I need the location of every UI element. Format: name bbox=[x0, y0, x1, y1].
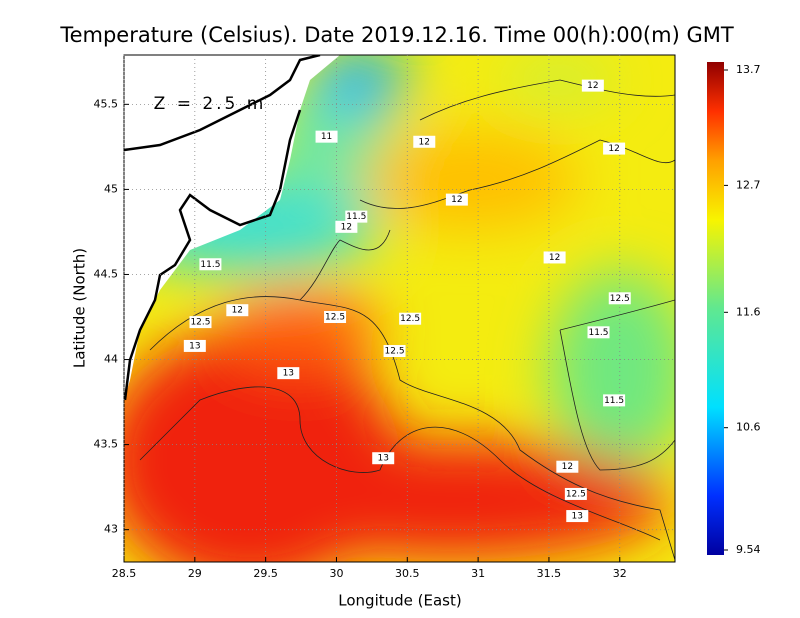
contour-label: 12.5 bbox=[190, 318, 210, 328]
contour-label: 13 bbox=[377, 454, 388, 464]
chart-title: Temperature (Celsius). Date 2019.12.16. … bbox=[59, 23, 734, 47]
y-tick-label: 45 bbox=[104, 182, 118, 195]
y-axis-label: Latitude (North) bbox=[71, 248, 89, 368]
x-tick-label: 30.5 bbox=[395, 567, 420, 580]
contour-label-box bbox=[564, 487, 587, 500]
contour-label: 12 bbox=[587, 81, 598, 91]
contour-label-box bbox=[587, 326, 610, 339]
x-tick-label: 28.5 bbox=[112, 567, 137, 580]
y-tick-label: 43 bbox=[104, 523, 118, 536]
x-tick-label: 31.5 bbox=[537, 567, 562, 580]
contour-label: 12 bbox=[549, 253, 560, 263]
x-tick-label: 32 bbox=[613, 567, 627, 580]
contour-label: 11 bbox=[321, 132, 332, 142]
colorbar-tick-label: 9.54 bbox=[736, 543, 761, 556]
contour-label-box bbox=[383, 345, 406, 358]
contour-label: 11.5 bbox=[588, 328, 608, 338]
contour-label-box bbox=[226, 304, 249, 317]
field bbox=[124, 55, 675, 562]
contour-label-box bbox=[372, 452, 395, 465]
contour-label-box bbox=[399, 312, 422, 325]
contour-label-box bbox=[556, 460, 579, 473]
contour-label-box bbox=[445, 193, 468, 206]
contour-label: 12 bbox=[419, 137, 430, 147]
contour-label: 12.5 bbox=[610, 294, 630, 304]
contour-label: 11.5 bbox=[200, 260, 220, 270]
contour-label: 12.5 bbox=[400, 314, 420, 324]
plot-frame bbox=[123, 54, 676, 563]
colorbar-tick-label: 11.6 bbox=[736, 305, 761, 318]
contour-label: 12 bbox=[608, 144, 619, 154]
x-tick-label: 29 bbox=[188, 567, 202, 580]
x-tick-label: 31 bbox=[471, 567, 485, 580]
contour-label-box bbox=[324, 311, 347, 324]
contour-label-box bbox=[603, 142, 626, 155]
contour-label: 12 bbox=[451, 195, 462, 205]
contour-label-box bbox=[566, 510, 589, 523]
colorbar-tick-label: 13.7 bbox=[736, 63, 761, 76]
contour-label: 12.5 bbox=[566, 489, 586, 499]
colorbar-tick-label: 10.6 bbox=[736, 421, 761, 434]
colorbar-tick-label: 12.7 bbox=[736, 178, 761, 191]
depth-annotation: Z = 2.5 m bbox=[154, 94, 267, 114]
contour-label: 13 bbox=[572, 512, 583, 522]
x-tick-label: 29.5 bbox=[253, 567, 278, 580]
contour-label-box bbox=[189, 316, 212, 329]
colorbar bbox=[707, 62, 724, 555]
contour-label-box bbox=[335, 220, 358, 233]
x-axis-label: Longitude (East) bbox=[338, 592, 461, 610]
contour-label: 12 bbox=[341, 222, 352, 232]
y-tick-label: 43.5 bbox=[94, 438, 119, 451]
contour-label-box bbox=[199, 258, 222, 271]
y-tick-label: 44 bbox=[104, 353, 118, 366]
contour-label: 11.5 bbox=[346, 212, 366, 222]
contour-label: 12 bbox=[232, 306, 243, 316]
y-tick-label: 45.5 bbox=[94, 97, 119, 110]
contour-label: 12.5 bbox=[325, 313, 345, 323]
x-tick-label: 30 bbox=[329, 567, 343, 580]
contour-label-box bbox=[603, 394, 626, 407]
contour-label: 12.5 bbox=[385, 347, 405, 357]
contour-label: 13 bbox=[189, 341, 200, 351]
contour-label: 11.5 bbox=[604, 396, 624, 406]
contour-label: 12 bbox=[562, 462, 573, 472]
contour-label: 13 bbox=[283, 369, 294, 379]
contour-label-box bbox=[315, 130, 338, 143]
contour-label-box bbox=[277, 367, 300, 380]
contour-label-box bbox=[413, 135, 436, 148]
contour-label-box bbox=[608, 292, 631, 305]
contour-label-box bbox=[183, 339, 206, 352]
contour-label-box bbox=[543, 251, 566, 264]
contour-label-box bbox=[345, 210, 368, 223]
y-tick-label: 44.5 bbox=[94, 267, 119, 280]
contour-label-box bbox=[581, 79, 604, 92]
